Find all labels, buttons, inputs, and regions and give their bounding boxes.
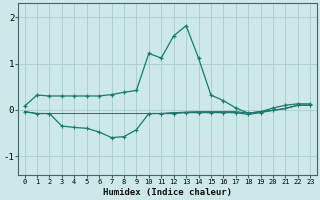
X-axis label: Humidex (Indice chaleur): Humidex (Indice chaleur): [103, 188, 232, 197]
